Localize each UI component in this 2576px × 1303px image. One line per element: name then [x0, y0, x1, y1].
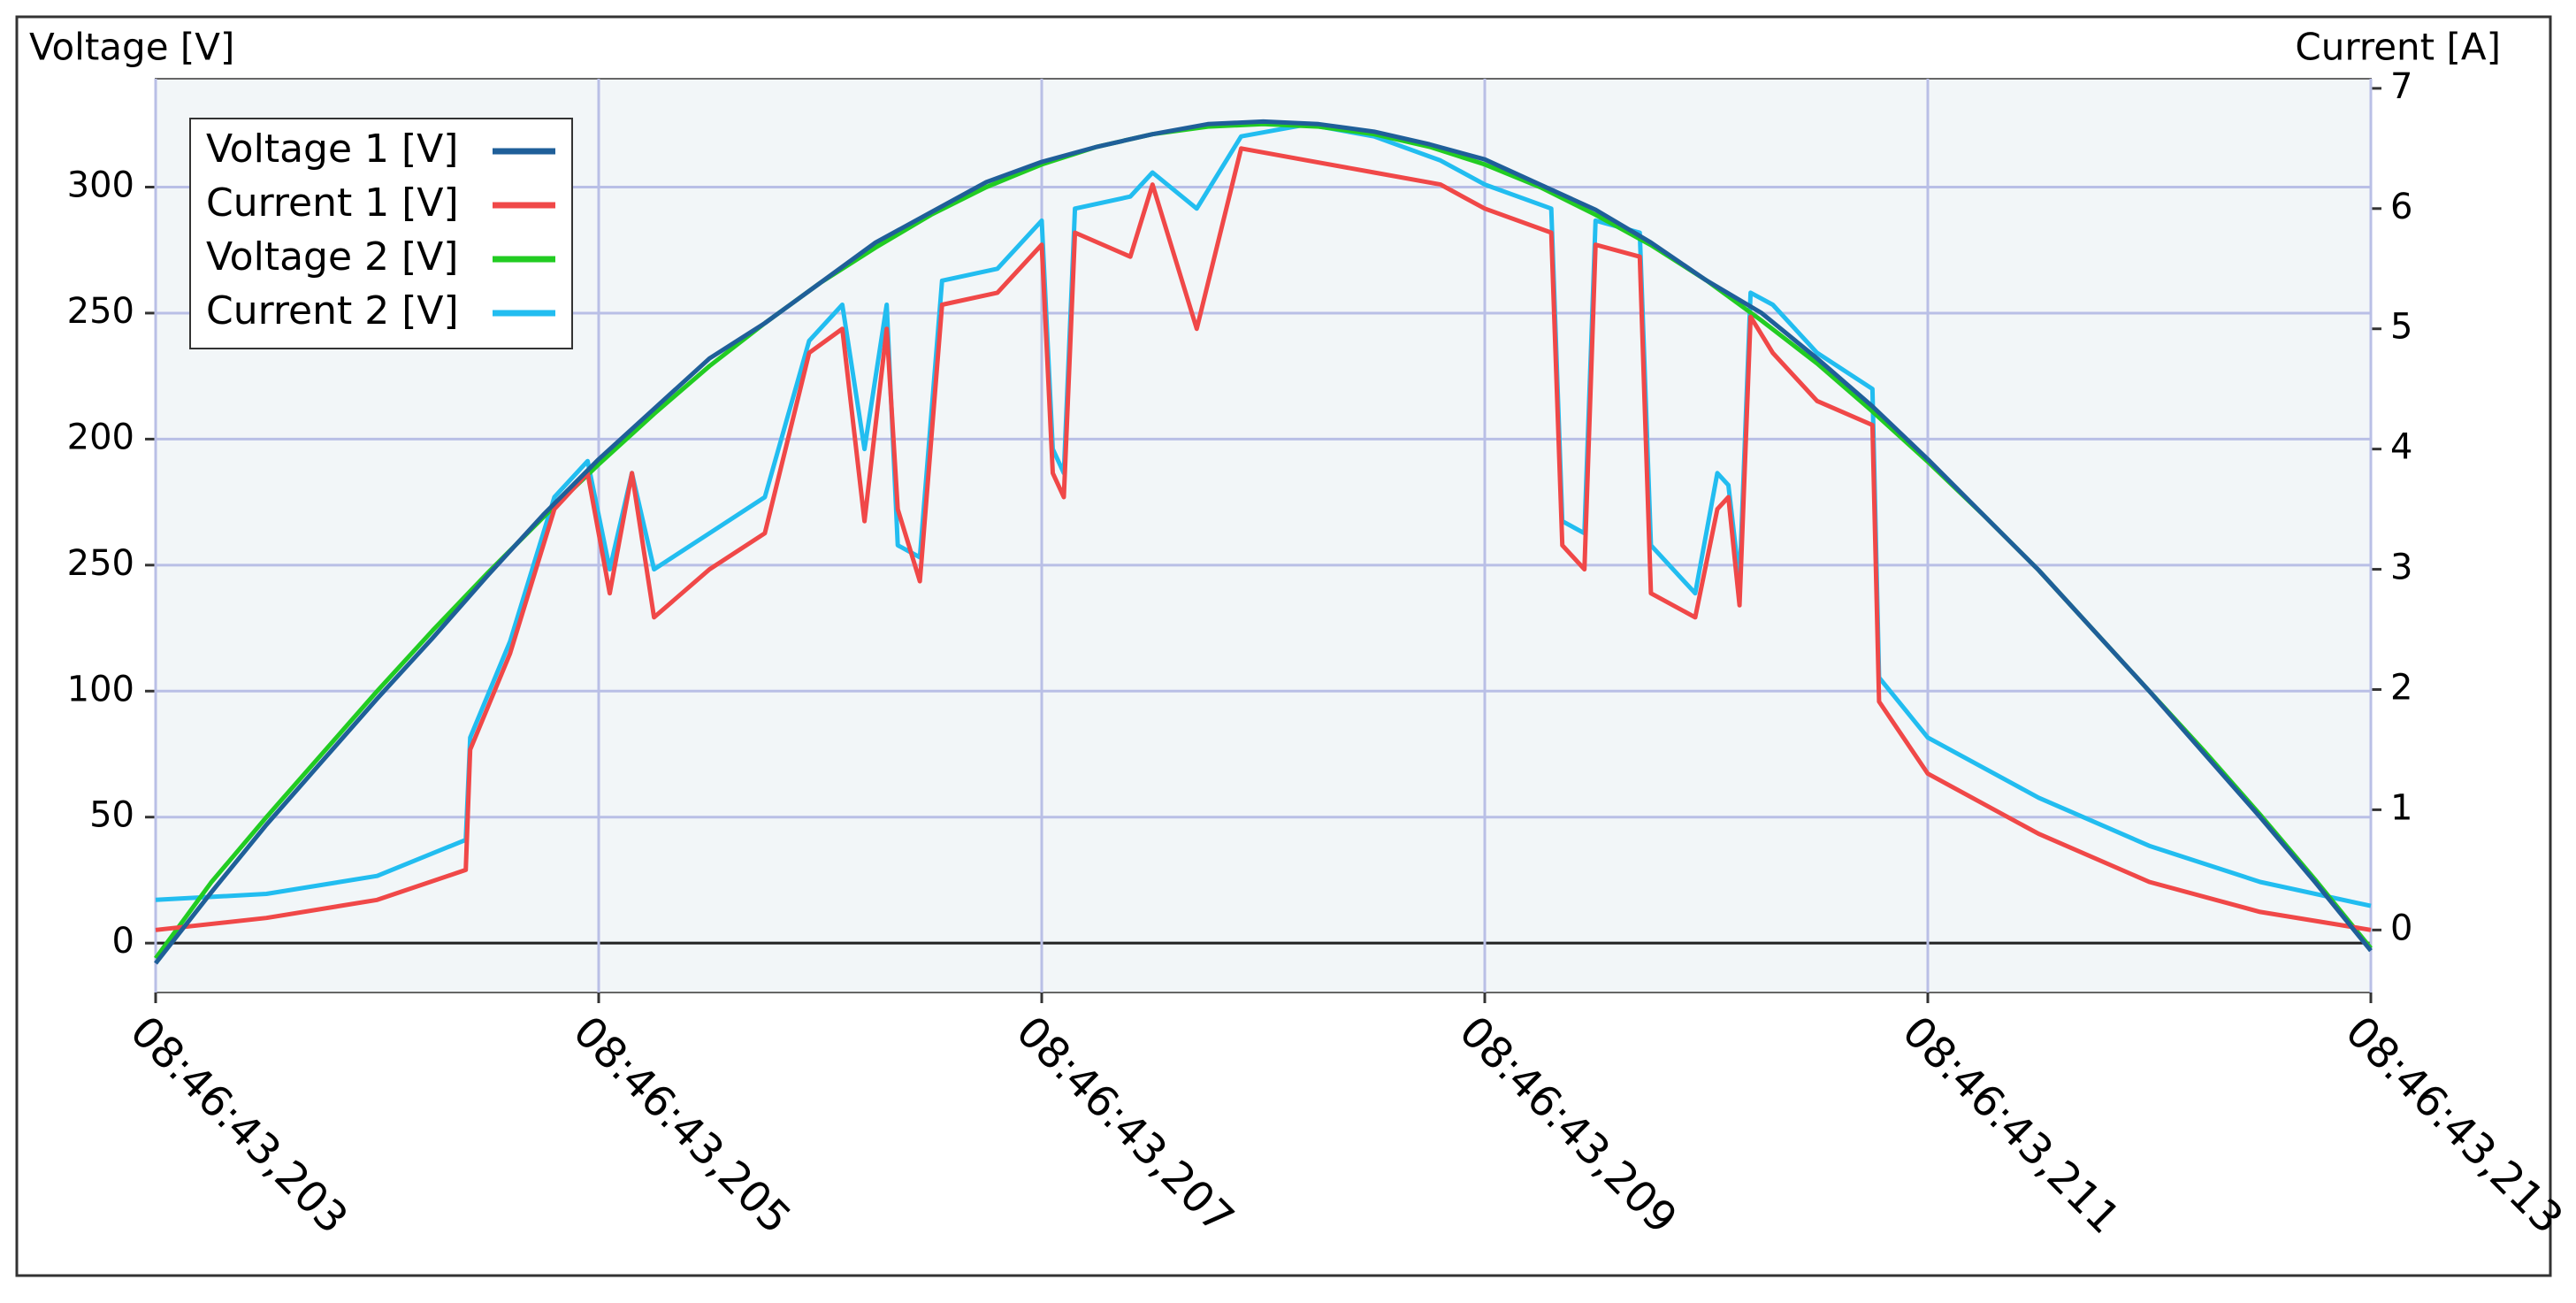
y2-tick-label: 1: [2390, 787, 2412, 828]
y-tick-label: 250: [67, 291, 134, 332]
series-line: [155, 146, 2372, 932]
y-axis-title: Voltage [V]: [29, 26, 234, 69]
y2-axis-title: Current [A]: [2295, 26, 2501, 69]
legend-label: Current 1 [V]: [206, 180, 459, 226]
y-tick-label: 250: [67, 543, 134, 584]
y2-tick-label: 5: [2390, 307, 2412, 348]
y2-tick-label: 4: [2390, 427, 2412, 468]
grid: [145, 79, 2381, 1003]
legend-label: Current 2 [V]: [206, 288, 459, 333]
y2-tick-label: 3: [2390, 548, 2412, 588]
series-line: [154, 119, 2373, 965]
y2-tick-label: 6: [2390, 187, 2412, 227]
legend-label: Voltage 2 [V]: [206, 234, 458, 280]
legend: Voltage 1 [V] Current 1 [V] Voltage 2 [V] C…: [189, 118, 573, 349]
y2-tick-label: 2: [2390, 667, 2412, 708]
y2-tick-label: 7: [2390, 66, 2412, 107]
legend-label: Voltage 1 [V]: [206, 126, 458, 172]
y2-tick-label: 0: [2390, 908, 2412, 948]
y-tick-label: 50: [89, 795, 134, 836]
y-tick-label: 200: [67, 417, 134, 457]
lines: [153, 119, 2373, 965]
y-tick-label: 100: [67, 669, 134, 709]
y-tick-label: 300: [67, 165, 134, 206]
y-tick-label: 0: [112, 921, 134, 962]
